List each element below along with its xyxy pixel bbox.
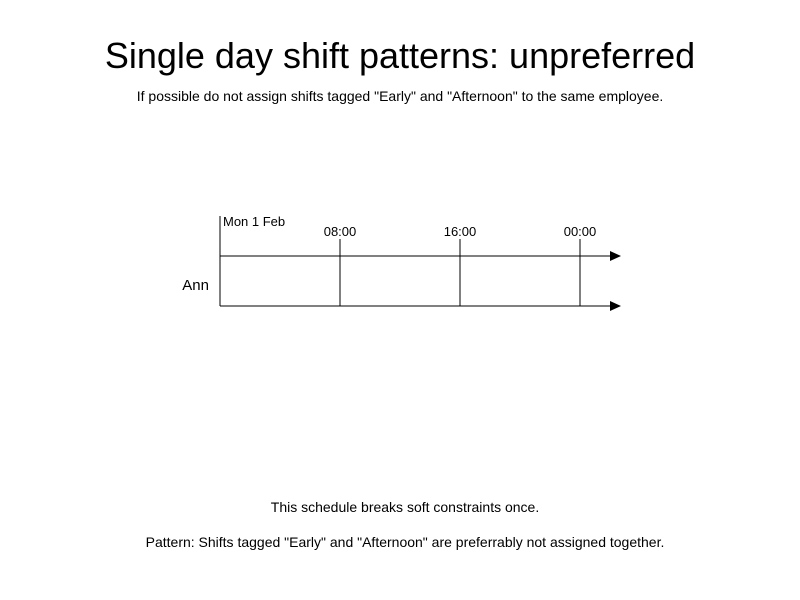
- bottom-axis-arrowhead: [610, 301, 621, 311]
- top-axis-arrowhead: [610, 251, 621, 261]
- employee-label: Ann: [182, 277, 209, 294]
- page-title: Single day shift patterns: unpreferred: [104, 35, 696, 76]
- time-label-0000: 00:00: [564, 224, 597, 239]
- date-label: Mon 1 Feb: [223, 214, 285, 229]
- page-subtitle: If possible do not assign shifts tagged …: [136, 88, 664, 104]
- constraint-summary: This schedule breaks soft constraints on…: [270, 499, 540, 515]
- time-label-0800: 08:00: [324, 224, 357, 239]
- pattern-description: Pattern: Shifts tagged "Early" and "Afte…: [145, 534, 665, 550]
- time-label-1600: 16:00: [444, 224, 477, 239]
